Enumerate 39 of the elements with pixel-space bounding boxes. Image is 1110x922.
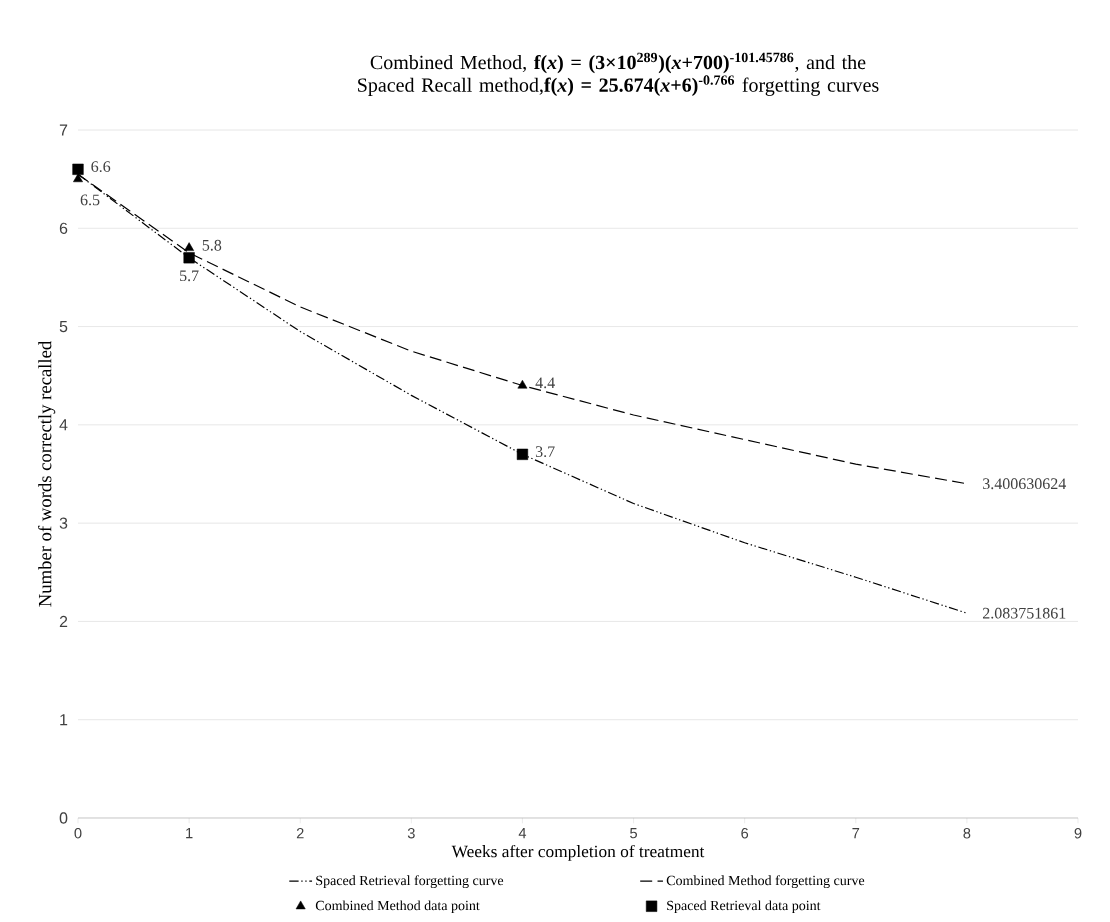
- legend-label: Spaced Retrieval data point: [667, 900, 821, 914]
- y-tick-label: 4: [59, 419, 68, 431]
- x-tick-label: 4: [518, 828, 527, 839]
- data-label: 6.6: [91, 161, 111, 173]
- data-label: 4.4: [535, 377, 555, 389]
- y-tick-label: 0: [59, 812, 68, 824]
- y-tick-label: 2: [59, 615, 68, 628]
- y-tick-label: 3: [59, 517, 68, 529]
- data-label: 3.7: [535, 446, 555, 458]
- data-label: 6.5: [80, 194, 100, 206]
- x-tick-label: 0: [74, 828, 82, 839]
- point: [517, 379, 528, 389]
- point: [184, 242, 194, 251]
- legend-label: Combined Method data point: [315, 900, 480, 914]
- x-tick-label: 5: [630, 828, 638, 839]
- y-axis-title: Number of words correctly recalled: [38, 340, 56, 607]
- x-axis-title: Weeks after completion of treatment: [451, 844, 705, 861]
- x-tick-label: 9: [1074, 828, 1082, 839]
- chart-title: Combined Method, f(x) = (3×10$^{289}$)(x+700)$^{-101.45786}$, and the Spaced Recall method,f(x) = 25.674(x+6)$^{-0.766}$ forgetting curves: [358, 52, 879, 96]
- point: [73, 173, 83, 183]
- y-tick-label: 7: [59, 124, 68, 136]
- data-label: 2.083751861: [982, 607, 1066, 619]
- point: [516, 448, 529, 460]
- y-tick-label: 1: [60, 714, 68, 726]
- x-tick-label: 3: [407, 828, 415, 839]
- data-label: 3.400630624: [983, 478, 1067, 490]
- y-tick-label: 6: [59, 222, 68, 234]
- x-tick-label: 8: [963, 828, 971, 839]
- x-tick-label: 7: [852, 828, 860, 839]
- point: [183, 252, 195, 264]
- x-tick-label: 6: [741, 828, 749, 839]
- legend-label: Combined Method forgetting curve: [666, 875, 865, 889]
- point: [72, 163, 84, 175]
- legend-label: Spaced Retrieval forgetting curve: [316, 875, 504, 889]
- data-label: 5.7: [180, 270, 199, 282]
- x-tick-label: 2: [296, 828, 304, 839]
- data-label: 5.8: [202, 239, 222, 251]
- x-tick-label: 1: [186, 828, 193, 839]
- y-tick-label: 5: [59, 321, 68, 333]
